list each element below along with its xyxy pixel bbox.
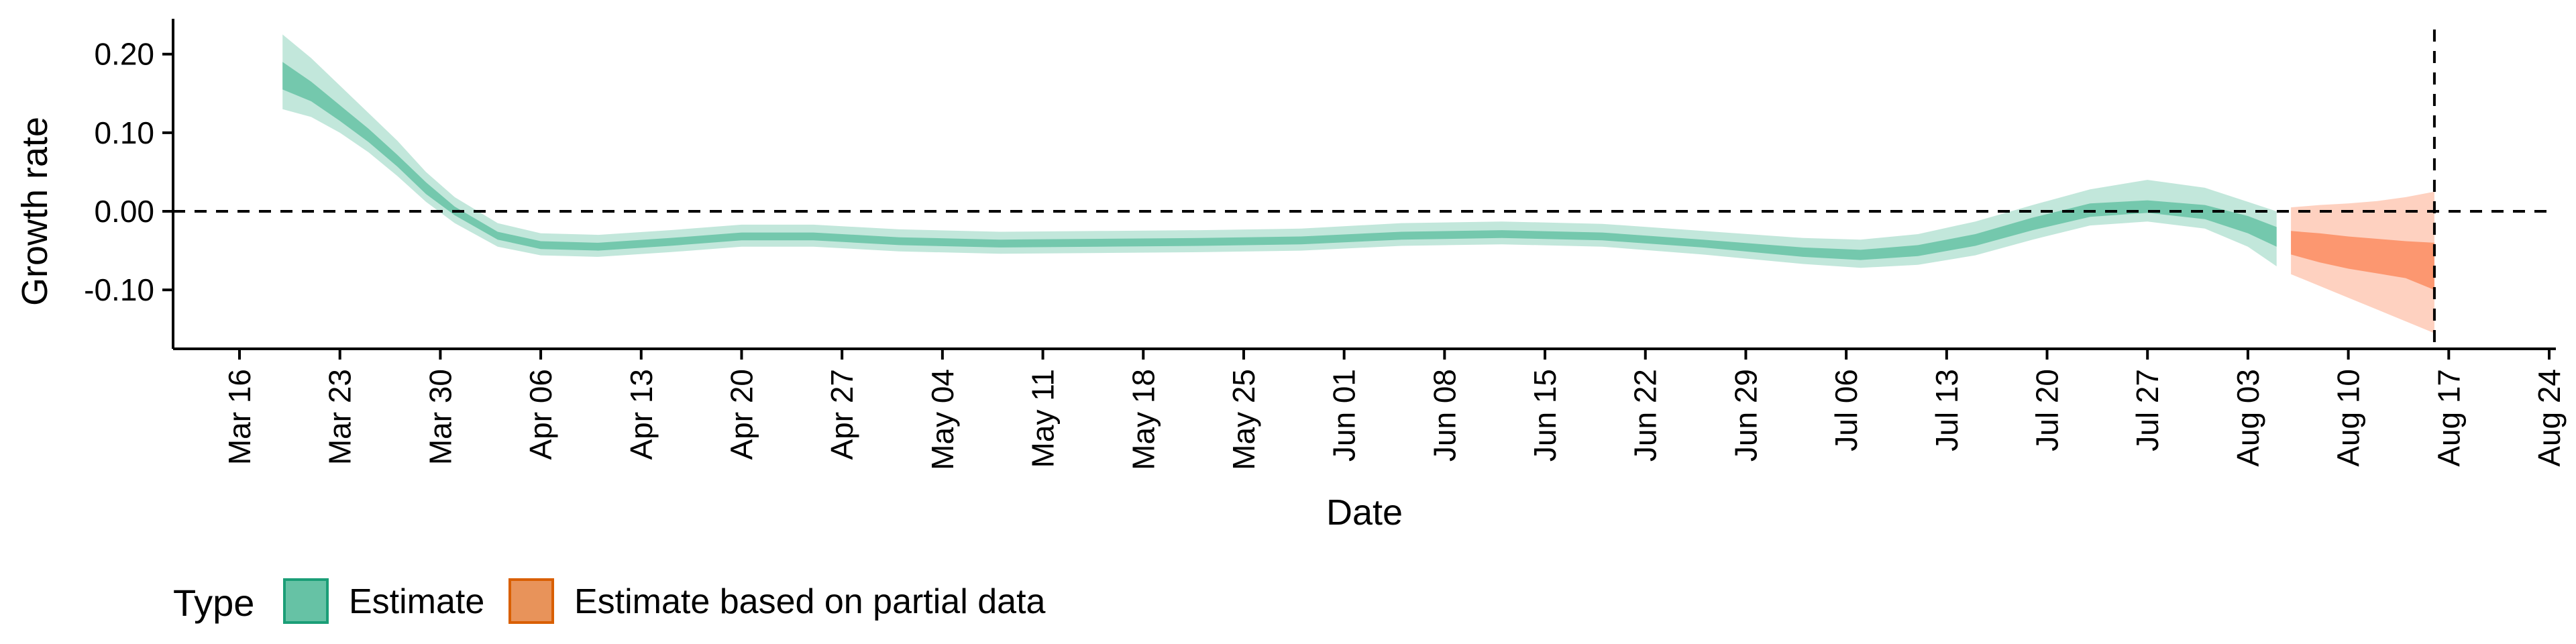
x-tick-label: Jun 08	[1427, 369, 1462, 462]
plot-area	[173, 30, 2556, 349]
axes: 0.20 0.10 0.00 -0.10 Mar 16 Mar 23 Mar 30 Apr 0…	[84, 19, 2567, 470]
x-tick-label: Aug 24	[2532, 369, 2567, 467]
x-tick-label: Jun 22	[1628, 369, 1663, 462]
x-tick-label: May 18	[1126, 369, 1161, 470]
legend: Type Estimate Estimate based on partial …	[173, 578, 1046, 624]
x-tick-label: Jul 20	[2030, 369, 2065, 451]
x-tick-label: Aug 17	[2431, 369, 2466, 467]
legend-swatch-estimate	[283, 578, 329, 624]
x-tick-label: Mar 23	[323, 369, 358, 465]
x-tick-label: Jul 13	[1929, 369, 1964, 451]
x-tick-label: Mar 16	[222, 369, 257, 465]
y-tick-label: 0.00	[94, 194, 154, 229]
x-tick-label: Jul 27	[2130, 369, 2165, 451]
x-tick-label: Jul 06	[1829, 369, 1864, 451]
x-tick-label: Apr 06	[523, 369, 558, 460]
band-90-estimate	[282, 34, 2277, 268]
x-tick-label: May 04	[925, 369, 960, 470]
x-tick-label: Mar 30	[423, 369, 458, 465]
x-tick-label: Jun 01	[1327, 369, 1362, 462]
band-50-estimate-based-on-partial-data	[2291, 231, 2434, 290]
legend-label-partial: Estimate based on partial data	[574, 582, 1046, 621]
x-tick-label: Jun 15	[1527, 369, 1562, 462]
x-tick-label: Apr 20	[724, 369, 759, 460]
y-axis-title: Growth rate	[15, 117, 55, 306]
y-tick-label: 0.10	[94, 115, 154, 150]
x-tick-label: Apr 27	[824, 369, 859, 460]
x-tick-label: May 11	[1026, 369, 1061, 468]
legend-label-estimate: Estimate	[349, 582, 484, 621]
x-axis-title: Date	[1326, 492, 1403, 533]
y-tick-label: 0.20	[94, 37, 154, 72]
x-tick-label: Aug 03	[2231, 369, 2265, 467]
y-tick-label: -0.10	[84, 272, 154, 307]
legend-swatch-partial	[508, 578, 554, 624]
x-tick-label: May 25	[1226, 369, 1261, 470]
legend-title: Type	[173, 582, 254, 624]
x-tick-label: Jun 29	[1728, 369, 1763, 462]
x-tick-label: Apr 13	[624, 369, 659, 460]
x-tick-label: Aug 10	[2331, 369, 2366, 467]
